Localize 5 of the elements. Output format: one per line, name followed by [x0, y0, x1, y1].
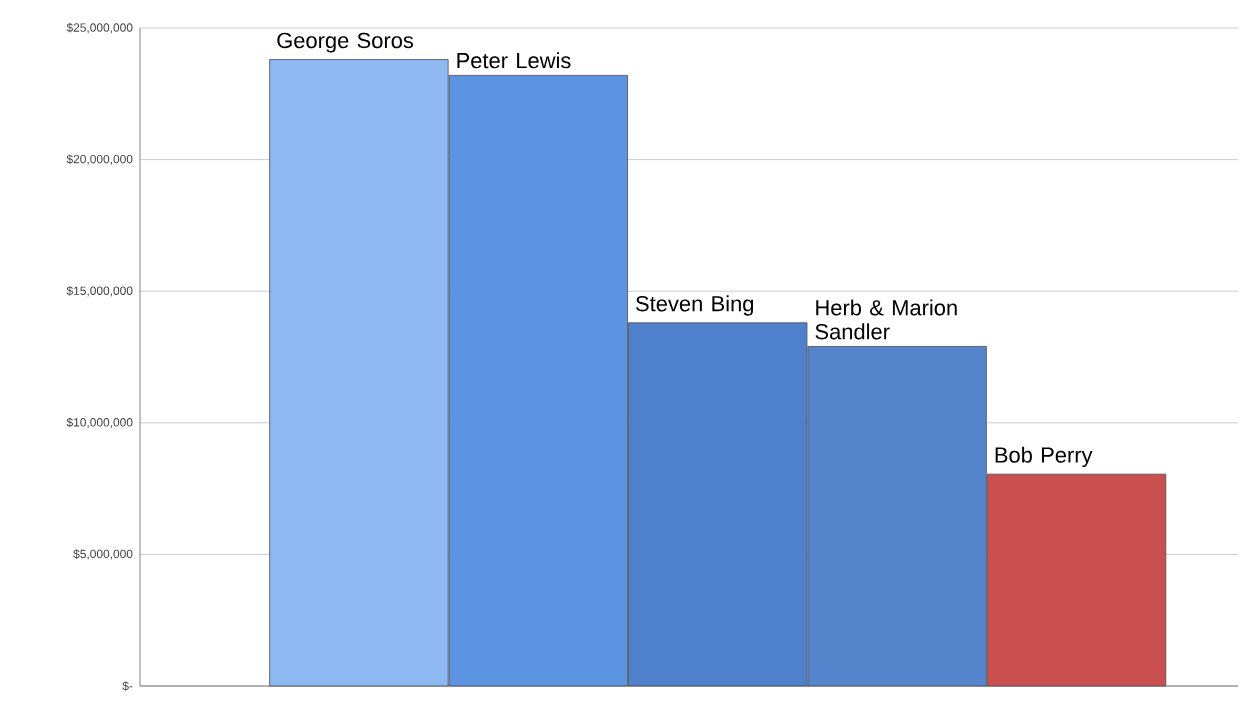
x-tick-label: Steven Bing: [636, 295, 754, 316]
x-tick-label: Peter Lewis: [457, 52, 571, 69]
x-tick-label: Herb & Marion Sandler: [815, 299, 957, 340]
x-tick-label: Bob Perry: [995, 446, 1093, 468]
x-tick-label: George Soros: [277, 32, 414, 53]
